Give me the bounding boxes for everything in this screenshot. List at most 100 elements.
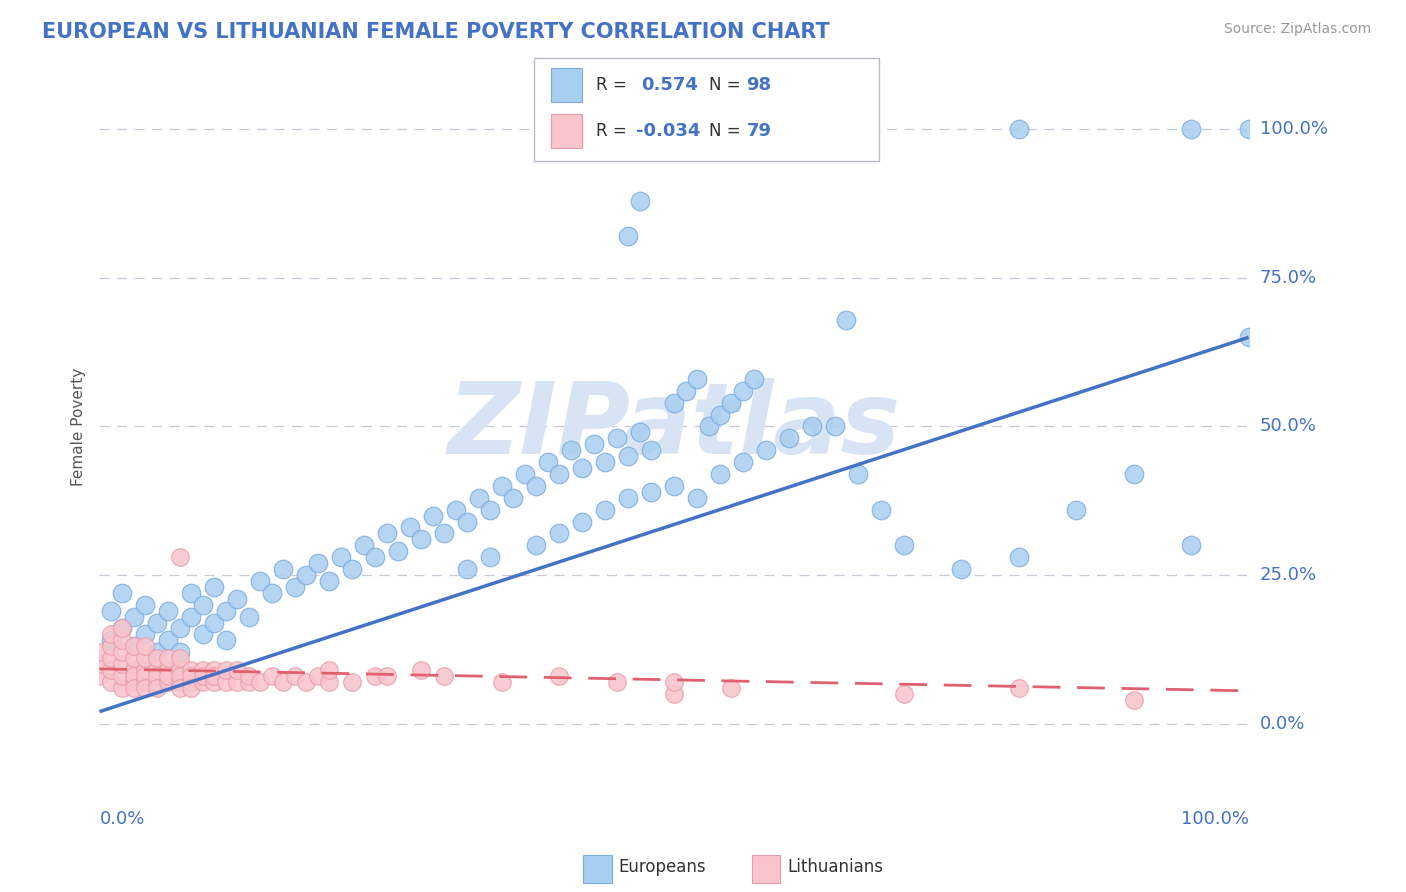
Point	[157, 633, 180, 648]
Point	[122, 669, 145, 683]
Point	[444, 502, 467, 516]
Point	[778, 431, 800, 445]
Point	[640, 443, 662, 458]
Point	[697, 419, 720, 434]
Point	[491, 479, 513, 493]
Point	[364, 550, 387, 565]
Point	[342, 675, 364, 690]
Point	[122, 651, 145, 665]
Point	[524, 479, 547, 493]
Text: 79: 79	[747, 122, 772, 140]
Point	[560, 443, 582, 458]
Point	[571, 461, 593, 475]
Point	[111, 622, 134, 636]
Point	[169, 675, 191, 690]
Point	[411, 533, 433, 547]
Point	[100, 627, 122, 641]
Point	[146, 645, 169, 659]
Point	[134, 669, 156, 683]
Text: 0.0%: 0.0%	[100, 810, 145, 828]
Point	[731, 455, 754, 469]
Point	[307, 669, 329, 683]
Point	[157, 663, 180, 677]
Point	[491, 675, 513, 690]
Point	[571, 515, 593, 529]
Point	[628, 425, 651, 440]
Point	[100, 663, 122, 677]
Point	[134, 627, 156, 641]
Point	[686, 372, 709, 386]
Point	[146, 663, 169, 677]
Point	[824, 419, 846, 434]
Point	[318, 663, 340, 677]
Point	[329, 550, 352, 565]
Point	[606, 431, 628, 445]
Point	[536, 455, 558, 469]
Point	[720, 395, 742, 409]
Point	[191, 675, 214, 690]
Point	[1064, 502, 1087, 516]
Text: EUROPEAN VS LITHUANIAN FEMALE POVERTY CORRELATION CHART: EUROPEAN VS LITHUANIAN FEMALE POVERTY CO…	[42, 22, 830, 42]
Point	[307, 556, 329, 570]
Point	[318, 675, 340, 690]
Point	[169, 550, 191, 565]
Point	[640, 484, 662, 499]
Point	[422, 508, 444, 523]
Point	[134, 651, 156, 665]
Point	[675, 384, 697, 398]
Point	[375, 669, 398, 683]
Text: Lithuanians: Lithuanians	[787, 858, 883, 876]
Point	[1237, 122, 1260, 136]
Point	[238, 609, 260, 624]
Point	[180, 681, 202, 695]
Point	[342, 562, 364, 576]
Point	[111, 586, 134, 600]
Point	[295, 568, 318, 582]
Point	[411, 663, 433, 677]
Point	[134, 663, 156, 677]
Point	[111, 681, 134, 695]
Point	[89, 657, 111, 672]
Text: 98: 98	[747, 76, 772, 94]
Point	[375, 526, 398, 541]
Text: 50.0%: 50.0%	[1260, 417, 1316, 435]
Point	[284, 669, 307, 683]
Point	[249, 675, 271, 690]
Point	[720, 681, 742, 695]
Point	[122, 681, 145, 695]
Point	[169, 622, 191, 636]
Point	[893, 538, 915, 552]
Point	[100, 651, 122, 665]
Point	[835, 312, 858, 326]
Point	[513, 467, 536, 481]
Point	[169, 663, 191, 677]
Text: 100.0%: 100.0%	[1260, 120, 1327, 138]
Point	[398, 520, 420, 534]
Point	[111, 645, 134, 659]
Point	[202, 615, 225, 630]
Point	[169, 669, 191, 683]
Point	[122, 675, 145, 690]
Point	[89, 645, 111, 659]
Point	[467, 491, 489, 505]
Point	[122, 640, 145, 654]
Point	[548, 669, 571, 683]
Point	[260, 669, 283, 683]
Point	[122, 663, 145, 677]
Point	[271, 562, 294, 576]
Point	[111, 669, 134, 683]
Point	[284, 580, 307, 594]
Point	[1008, 550, 1031, 565]
Point	[157, 651, 180, 665]
Point	[524, 538, 547, 552]
Text: 0.574: 0.574	[641, 76, 697, 94]
Point	[709, 408, 731, 422]
Point	[662, 675, 685, 690]
Text: Europeans: Europeans	[619, 858, 706, 876]
Point	[202, 675, 225, 690]
Point	[191, 669, 214, 683]
Point	[134, 640, 156, 654]
Point	[950, 562, 973, 576]
Text: -0.034: -0.034	[636, 122, 700, 140]
Point	[249, 574, 271, 588]
